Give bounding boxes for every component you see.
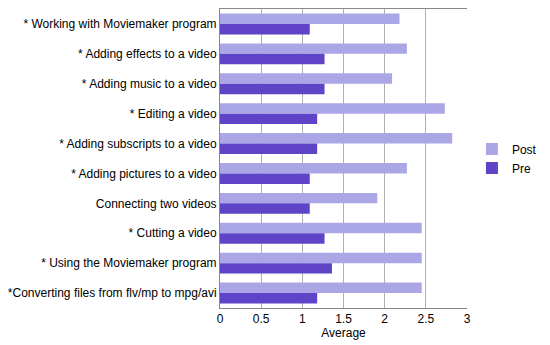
svg-text:* Adding pictures to a video: * Adding pictures to a video <box>71 167 217 181</box>
svg-text:Average: Average <box>321 326 366 340</box>
svg-text:* Cutting a video: * Cutting a video <box>129 226 217 240</box>
svg-text:2: 2 <box>381 312 388 326</box>
svg-text:2.5: 2.5 <box>417 312 434 326</box>
svg-text:1: 1 <box>299 312 306 326</box>
svg-text:* Adding music to a video: * Adding music to a video <box>82 77 217 91</box>
svg-text:* Using the Moviemaker program: * Using the Moviemaker program <box>41 256 216 270</box>
svg-text:* Editing a video: * Editing a video <box>130 107 217 121</box>
svg-text:0.5: 0.5 <box>253 312 270 326</box>
svg-text:*Converting files from flv/mp: *Converting files from flv/mp to mpg/avi <box>8 286 217 300</box>
svg-text:* Working with Moviemaker prog: * Working with Moviemaker program <box>23 17 216 31</box>
svg-text:Connecting two videos: Connecting two videos <box>96 197 217 211</box>
svg-text:* Adding subscripts to a video: * Adding subscripts to a video <box>59 137 217 151</box>
svg-text:3: 3 <box>464 312 471 326</box>
svg-text:0: 0 <box>217 312 224 326</box>
svg-text:1.5: 1.5 <box>335 312 352 326</box>
svg-text:Pre: Pre <box>512 162 531 176</box>
svg-text:* Adding effects to a video: * Adding effects to a video <box>78 47 217 61</box>
svg-text:Post: Post <box>512 143 537 157</box>
